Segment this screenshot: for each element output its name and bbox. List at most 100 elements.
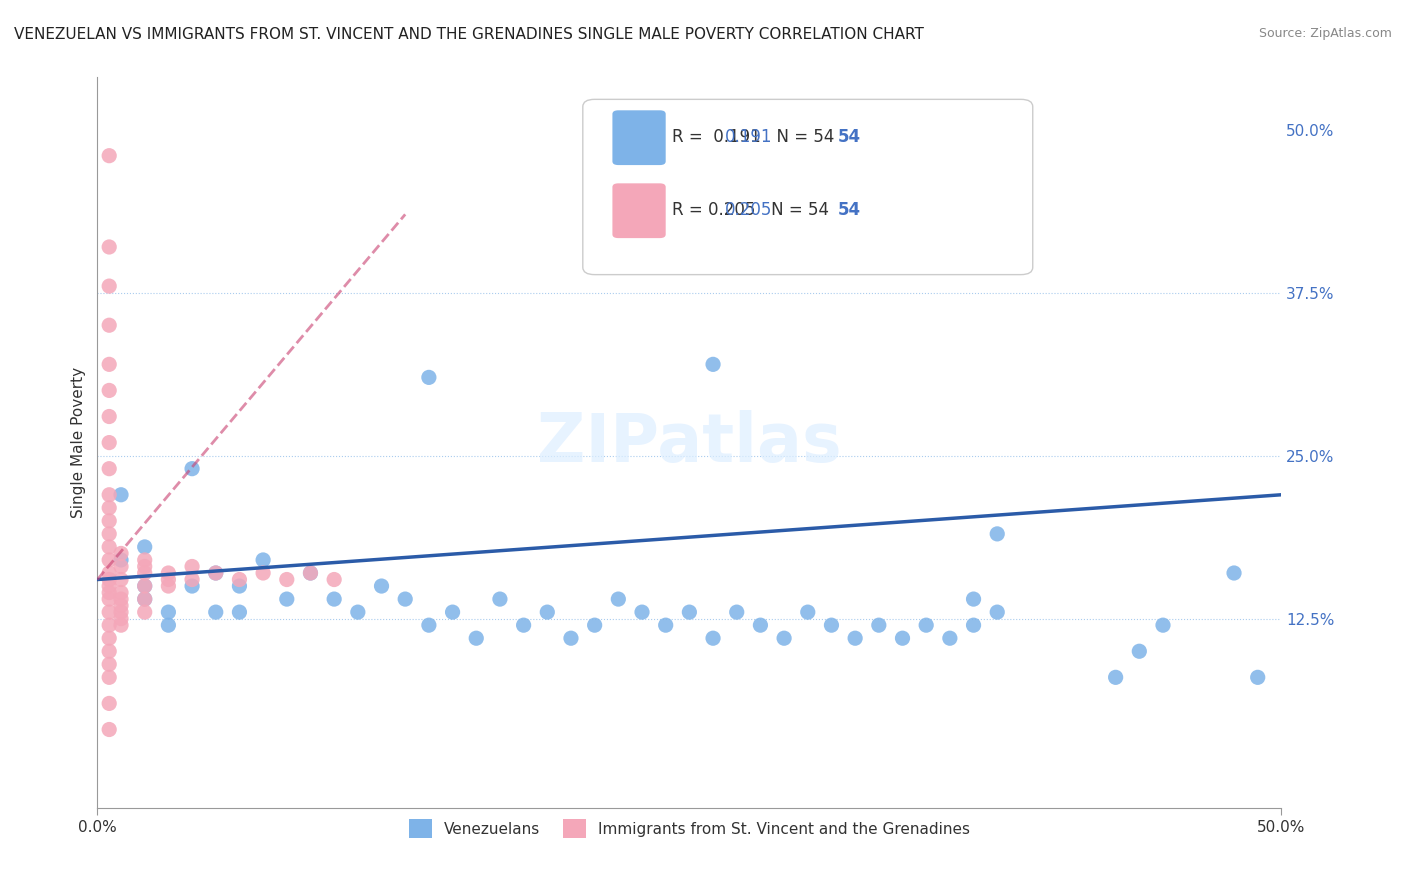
Point (347, 605, 370, 619)
Point (536, 605, 558, 619)
Point (986, 605, 1008, 619)
Point (98, 540, 121, 554)
Point (939, 631, 962, 645)
Point (394, 592, 416, 607)
Point (98, 488, 121, 502)
Point (110, 559, 132, 574)
FancyBboxPatch shape (583, 99, 1033, 275)
Point (465, 631, 488, 645)
Point (98, 500, 121, 515)
Point (204, 566, 226, 580)
Point (678, 605, 700, 619)
Text: R =  0.191   N = 54: R = 0.191 N = 54 (672, 128, 834, 146)
Point (276, 573, 298, 587)
Point (98, 527, 121, 541)
Point (418, 618, 440, 632)
Point (98, 605, 121, 619)
Point (110, 553, 132, 567)
Point (98, 592, 121, 607)
Point (157, 579, 180, 593)
Point (1247, 670, 1270, 684)
Point (370, 579, 392, 593)
Point (98, 697, 121, 711)
Point (252, 566, 274, 580)
Point (157, 605, 180, 619)
Point (110, 612, 132, 626)
Point (110, 546, 132, 560)
Point (98, 657, 121, 672)
Point (725, 605, 748, 619)
Legend: Venezuelans, Immigrants from St. Vincent and the Grenadines: Venezuelans, Immigrants from St. Vincent… (402, 814, 976, 844)
FancyBboxPatch shape (613, 111, 665, 165)
Point (98, 514, 121, 528)
Point (110, 599, 132, 613)
Point (654, 618, 676, 632)
Point (98, 723, 121, 737)
Point (489, 592, 512, 607)
Point (299, 566, 322, 580)
Point (98, 573, 121, 587)
Point (134, 566, 156, 580)
Point (98, 318, 121, 333)
Text: R = 0.205   N = 54: R = 0.205 N = 54 (672, 202, 828, 219)
Point (98, 384, 121, 398)
Point (631, 605, 654, 619)
Point (110, 573, 132, 587)
Point (98, 644, 121, 658)
Text: Source: ZipAtlas.com: Source: ZipAtlas.com (1258, 27, 1392, 40)
Point (702, 631, 724, 645)
Point (134, 559, 156, 574)
Point (228, 605, 250, 619)
Point (98, 670, 121, 684)
Point (134, 592, 156, 607)
Point (98, 579, 121, 593)
Point (98, 566, 121, 580)
Point (98, 461, 121, 475)
Point (512, 618, 534, 632)
Point (181, 573, 204, 587)
Point (1128, 644, 1150, 658)
Point (228, 579, 250, 593)
Point (134, 540, 156, 554)
Point (891, 631, 914, 645)
Point (134, 553, 156, 567)
Point (98, 631, 121, 645)
Point (441, 605, 464, 619)
Point (986, 527, 1008, 541)
Point (110, 488, 132, 502)
Point (134, 592, 156, 607)
Point (98, 149, 121, 163)
Text: ZIPatlas: ZIPatlas (537, 409, 842, 475)
Point (134, 605, 156, 619)
Point (773, 631, 796, 645)
Point (1104, 670, 1126, 684)
Point (134, 579, 156, 593)
Point (157, 566, 180, 580)
Point (204, 566, 226, 580)
Point (299, 566, 322, 580)
Point (181, 559, 204, 574)
Point (820, 618, 842, 632)
Text: 0.205: 0.205 (725, 202, 772, 219)
Point (98, 618, 121, 632)
Point (98, 585, 121, 599)
Text: 54: 54 (838, 128, 860, 146)
Point (98, 435, 121, 450)
Point (98, 279, 121, 293)
Point (1152, 618, 1174, 632)
Point (228, 573, 250, 587)
Point (607, 592, 630, 607)
Point (962, 592, 984, 607)
Point (418, 370, 440, 384)
Text: 54: 54 (838, 202, 860, 219)
Text: 0.191: 0.191 (725, 128, 772, 146)
Point (98, 409, 121, 424)
Point (110, 585, 132, 599)
Point (797, 605, 820, 619)
Point (252, 553, 274, 567)
Point (844, 631, 866, 645)
Point (98, 553, 121, 567)
Point (204, 605, 226, 619)
Point (110, 605, 132, 619)
Point (98, 240, 121, 254)
